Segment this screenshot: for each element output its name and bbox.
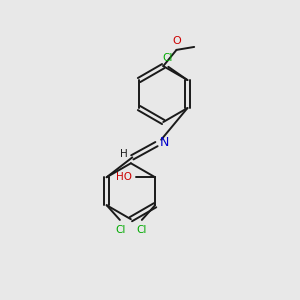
Text: N: N — [160, 136, 169, 149]
Text: Cl: Cl — [163, 53, 173, 63]
Text: O: O — [172, 36, 181, 46]
Text: HO: HO — [116, 172, 131, 182]
Text: Cl: Cl — [115, 225, 126, 235]
Text: Cl: Cl — [136, 225, 146, 235]
Text: H: H — [120, 149, 128, 159]
